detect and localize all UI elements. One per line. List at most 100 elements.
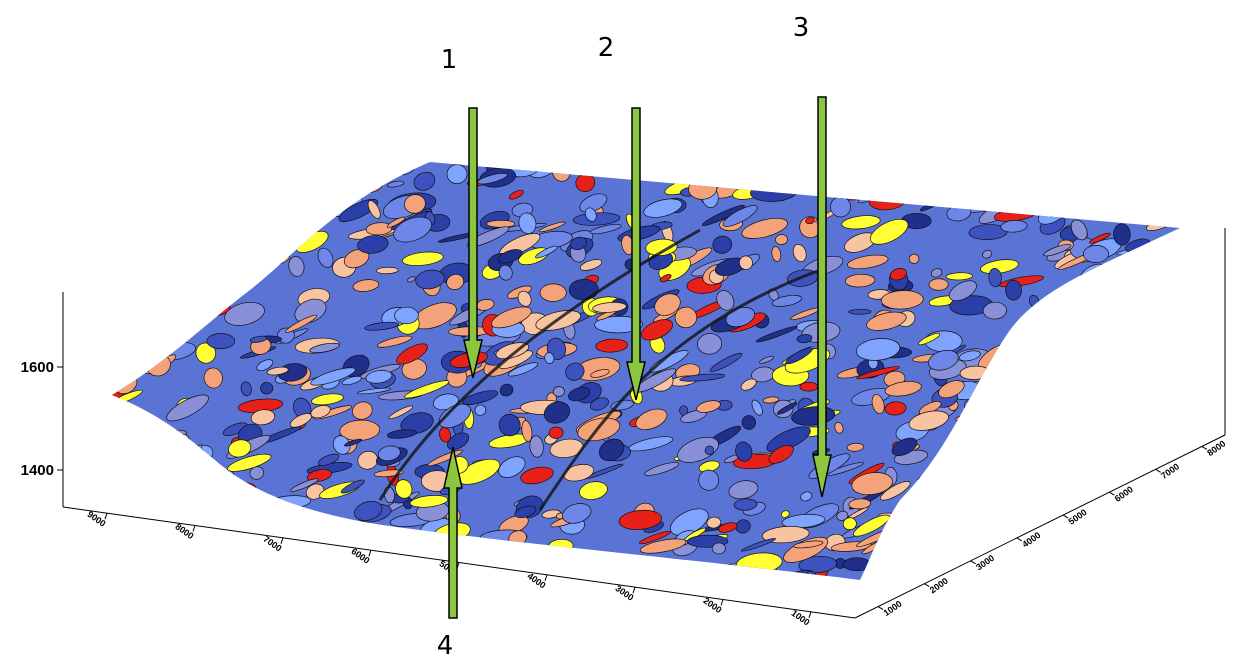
contour-patch: [216, 229, 259, 253]
contour-patch: [955, 441, 982, 467]
front-tick-label: 9000: [85, 509, 107, 529]
contour-patch: [92, 341, 140, 370]
contour-patch: [191, 508, 216, 527]
contour-patch: [1097, 521, 1141, 545]
contour-patch: [1132, 444, 1161, 462]
contour-patch: [255, 492, 267, 513]
contour-patch: [192, 258, 239, 284]
side-tick-label: 8000: [1205, 438, 1227, 458]
contour-patch: [191, 559, 226, 585]
contour-patch: [1133, 526, 1176, 546]
annotation: 3: [793, 13, 810, 43]
side-tick-label: 5000: [1067, 507, 1089, 527]
contour-patch: [121, 176, 170, 213]
contour-patch: [190, 203, 211, 217]
contour-patch: [191, 231, 216, 257]
contour-patch: [106, 538, 152, 566]
contour-patch: [532, 151, 566, 170]
contour-patch: [134, 540, 157, 549]
contour-patch: [783, 165, 800, 179]
contour-patch: [138, 182, 180, 208]
contour-patch: [1025, 364, 1040, 373]
front-tick-label: 7000: [261, 534, 283, 554]
contour-patch: [317, 533, 335, 548]
contour-patch: [200, 253, 225, 274]
contour-patch: [1030, 404, 1058, 420]
contour-patch: [108, 459, 151, 478]
contour-patch: [193, 202, 203, 219]
contour-patch: [1148, 412, 1162, 426]
contour-patch: [965, 442, 990, 455]
contour-patch: [995, 340, 1044, 366]
contour-patch: [123, 425, 168, 441]
contour-patch: [939, 539, 978, 561]
side-tick-label: 2000: [928, 576, 950, 596]
contour-patch: [1010, 442, 1021, 449]
contour-patch: [1133, 564, 1161, 579]
contour-patch: [929, 559, 957, 575]
contour-patch: [1046, 480, 1082, 511]
contour-patch: [165, 446, 204, 457]
contour-patch: [1096, 483, 1108, 495]
contour-patch: [366, 581, 377, 594]
contour-patch: [932, 462, 980, 496]
contour-patch: [963, 400, 976, 420]
contour-patch: [404, 532, 442, 559]
contour-patch: [1036, 302, 1086, 336]
contour-patch: [297, 191, 347, 217]
contour-patch: [104, 309, 153, 339]
contour-patch: [1121, 501, 1170, 534]
contour-patch: [378, 576, 418, 585]
contour-patch: [1152, 196, 1175, 212]
contour-patch: [552, 576, 579, 603]
contour-patch: [1017, 471, 1060, 499]
contour-patch: [1061, 551, 1096, 577]
contour-patch: [1090, 534, 1120, 554]
contour-patch: [934, 469, 949, 488]
contour-patch: [1115, 516, 1150, 536]
contour-patch: [1122, 354, 1152, 375]
contour-patch: [1155, 449, 1166, 465]
contour-patch: [109, 530, 135, 552]
contour-patch: [1050, 370, 1063, 392]
z-tick-label: 1400: [21, 462, 54, 479]
contour-patch: [1051, 321, 1085, 342]
contour-patch: [414, 586, 443, 593]
contour-patch: [207, 523, 247, 549]
contour-patch: [1006, 486, 1019, 503]
contour-patch: [1104, 199, 1149, 224]
contour-patch: [206, 212, 250, 232]
contour-patch: [401, 566, 445, 584]
contour-patch: [181, 578, 228, 610]
contour-patch: [1083, 245, 1108, 262]
contour-patch: [159, 160, 202, 191]
contour-patch: [951, 422, 987, 439]
contour-patch: [1128, 402, 1153, 420]
contour-patch: [1005, 171, 1033, 193]
contour-patch: [1096, 161, 1122, 180]
contour-patch: [267, 494, 311, 511]
contour-patch: [852, 148, 882, 168]
contour-patch: [1089, 197, 1132, 209]
contour-patch: [1022, 314, 1038, 333]
contour-patch: [319, 189, 352, 203]
contour-patch: [959, 522, 986, 541]
contour-patch: [179, 575, 217, 590]
contour-patch: [893, 169, 910, 181]
contour-patch: [972, 425, 1016, 440]
contour-patch: [838, 583, 851, 600]
contour-patch: [1126, 403, 1172, 418]
contour-patch: [780, 177, 790, 189]
contour-patch: [128, 239, 155, 250]
contour-patch: [1017, 317, 1062, 351]
contour-patch: [144, 190, 164, 202]
contour-patch: [1163, 168, 1202, 191]
contour-patch: [184, 308, 207, 314]
contour-patch: [109, 538, 144, 562]
contour-patch: [224, 471, 234, 481]
contour-patch: [491, 571, 512, 589]
contour-patch: [133, 160, 145, 171]
contour-patch: [154, 546, 179, 564]
contour-patch: [1076, 440, 1111, 458]
contour-patch: [1003, 493, 1035, 504]
